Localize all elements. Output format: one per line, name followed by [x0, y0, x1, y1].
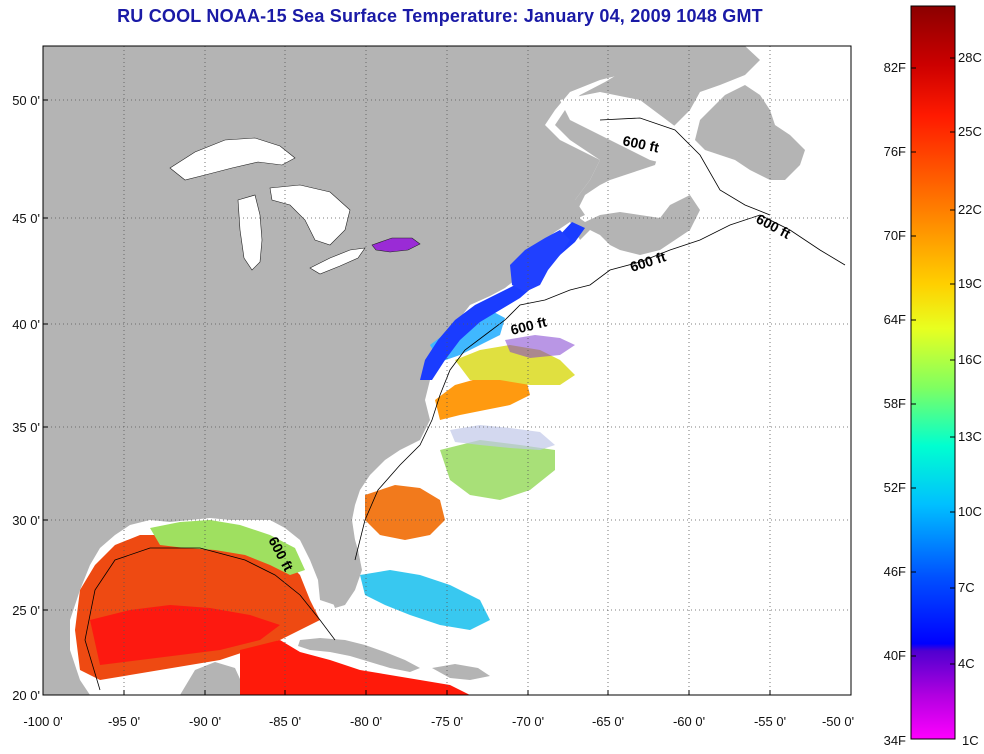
isobath-gulf — [84, 547, 336, 691]
colorbar-c-label: 19C — [958, 276, 982, 291]
y-tick-label: 30 0' — [12, 513, 40, 528]
sst-gulf-stream-orange — [435, 372, 530, 420]
colorbar-c-label: 7C — [958, 580, 975, 595]
sst-gulf-north-cool — [150, 520, 305, 575]
y-tick-label: 45 0' — [12, 211, 40, 226]
sst-speckle-purple — [505, 335, 575, 358]
x-tick-label: -50 0' — [822, 714, 854, 729]
y-tick-label: 50 0' — [12, 93, 40, 108]
lake-michigan — [237, 194, 263, 271]
axis-ticks — [42, 99, 852, 695]
x-tick-label: -85 0' — [269, 714, 301, 729]
x-tick-label: -75 0' — [431, 714, 463, 729]
lake-erie — [309, 247, 366, 275]
colorbar-f-label: 76F — [884, 144, 906, 159]
colorbar — [910, 5, 956, 740]
map-area: 600 ft 600 ft 600 ft 600 ft 600 ft — [43, 46, 851, 695]
y-tick-label: 20 0' — [12, 688, 40, 703]
sst-bahamas — [360, 570, 490, 630]
colorbar-f-label: 40F — [884, 648, 906, 663]
land-newfoundland — [695, 85, 805, 180]
graticule — [43, 46, 851, 695]
colorbar-c-label: 28C — [958, 50, 982, 65]
sst-caribbean — [240, 640, 470, 695]
colorbar-c-label: 13C — [958, 429, 982, 444]
land-cuba — [298, 638, 420, 672]
sst-scattered-mix — [450, 425, 555, 450]
sst-gulf-hotspot — [90, 605, 280, 665]
sst-data — [75, 222, 585, 695]
land-hispaniola — [432, 664, 490, 680]
land-north-america — [43, 46, 640, 695]
contour-label-600ft: 600 ft — [621, 132, 660, 155]
x-tick-label: -90 0' — [189, 714, 221, 729]
x-tick-label: -70 0' — [512, 714, 544, 729]
y-tick-label: 40 0' — [12, 317, 40, 332]
colorbar-f-label: 58F — [884, 396, 906, 411]
colorbar-c-label: 1C — [962, 733, 979, 748]
y-tick-label: 25 0' — [12, 603, 40, 618]
x-tick-label: -55 0' — [754, 714, 786, 729]
land-florida — [318, 520, 362, 608]
isobath-contours — [84, 117, 846, 691]
colorbar-f-label: 64F — [884, 312, 906, 327]
sst-atlantic-mid-green — [440, 440, 555, 500]
colorbar-c-label: 4C — [958, 656, 975, 671]
x-tick-label: -95 0' — [108, 714, 140, 729]
x-tick-label: -60 0' — [673, 714, 705, 729]
colorbar-f-label: 70F — [884, 228, 906, 243]
land-yucatan — [180, 662, 245, 695]
map-title: RU COOL NOAA-15 Sea Surface Temperature:… — [117, 6, 763, 26]
lake-huron — [269, 184, 351, 246]
colorbar-c-label: 22C — [958, 202, 982, 217]
colorbar-c-label: 16C — [958, 352, 982, 367]
sst-gulf-of-maine — [510, 230, 570, 292]
colorbar-f-label: 34F — [884, 733, 906, 748]
x-tick-label: -100 0' — [23, 714, 62, 729]
y-tick-label: 35 0' — [12, 420, 40, 435]
gulf-st-lawrence — [560, 92, 690, 165]
isobath-gulf-st-lawrence — [599, 117, 771, 216]
x-tick-label: -65 0' — [592, 714, 624, 729]
colorbar-f-label: 52F — [884, 480, 906, 495]
colorbar-f-label: 82F — [884, 60, 906, 75]
lake-superior — [169, 137, 296, 181]
sst-atlantic-south-orange — [365, 485, 445, 540]
colorbar-c-label: 10C — [958, 504, 982, 519]
x-tick-label: -80 0' — [350, 714, 382, 729]
isobath-east-coast — [354, 214, 846, 561]
colorbar-c-label: 25C — [958, 124, 982, 139]
colorbar-ticks — [911, 57, 955, 665]
colorbar-f-label: 46F — [884, 564, 906, 579]
lake-ontario — [371, 237, 421, 253]
